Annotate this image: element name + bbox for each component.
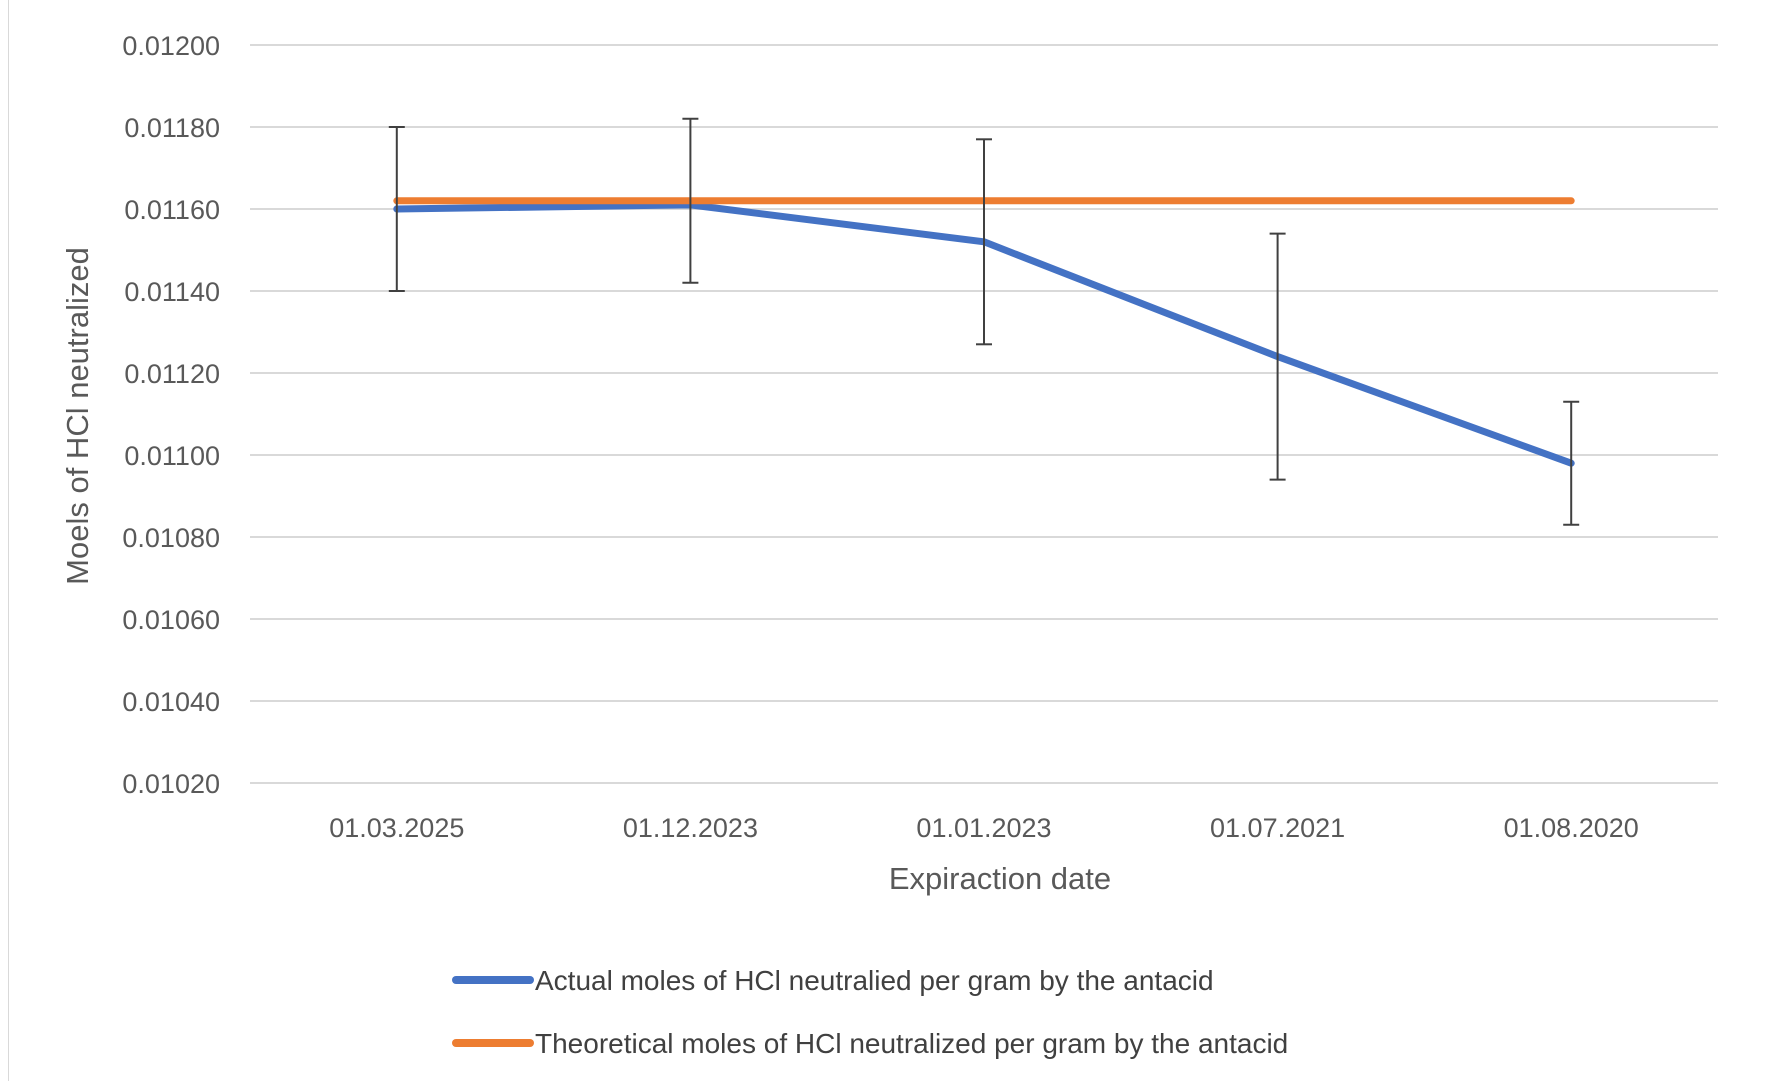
x-tick-label: 01.01.2023 [916,813,1051,843]
x-tick-label: 01.03.2025 [329,813,464,843]
error-bar [682,117,699,284]
y-tick-label: 0.01080 [122,523,220,553]
y-axis-ticks: 0.01020 0.01040 0.01060 0.01080 0.01100 0.011… [122,31,220,799]
error-bars [388,117,1580,526]
x-axis-ticks: 01.03.2025 01.12.2023 01.01.2023 01.07.2021… [329,813,1639,843]
x-tick-label: 01.12.2023 [623,813,758,843]
y-tick-label: 0.01040 [122,687,220,717]
legend-label: Theoretical moles of HCl neutralized per… [535,1028,1288,1059]
y-tick-label: 0.01100 [124,441,220,471]
error-bar [388,126,405,292]
legend: Actual moles of HCl neutralied per gram … [452,965,1288,1059]
y-tick-label: 0.01020 [122,769,220,799]
error-bar [1269,232,1286,481]
y-tick-label: 0.01160 [124,195,220,225]
y-axis-title: Moels of HCl neutralized [60,247,95,585]
error-bar [976,138,992,346]
y-tick-label: 0.01140 [124,277,220,307]
y-tick-label: 0.01200 [122,31,220,61]
gridlines [250,44,1718,784]
x-tick-label: 01.08.2020 [1504,813,1639,843]
legend-label: Actual moles of HCl neutralied per gram … [535,965,1214,996]
y-tick-label: 0.01180 [124,113,220,143]
legend-item: Theoretical moles of HCl neutralized per… [452,1028,1288,1059]
chart-border [8,0,9,1081]
x-axis-title: Expiraction date [889,861,1111,896]
legend-item: Actual moles of HCl neutralied per gram … [452,965,1214,996]
x-tick-label: 01.07.2021 [1210,813,1345,843]
y-tick-label: 0.01060 [122,605,220,635]
error-bar [1563,400,1580,526]
y-tick-label: 0.01120 [124,359,220,389]
